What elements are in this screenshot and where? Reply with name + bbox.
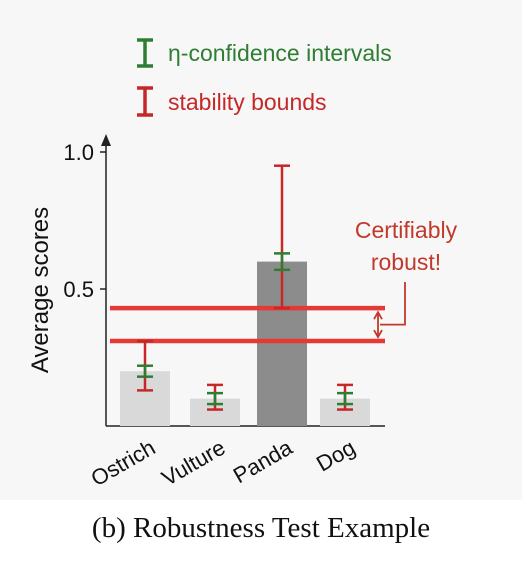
legend-label-confidence: η-confidence intervals <box>168 40 392 66</box>
confidence-interval-vulture <box>207 391 223 406</box>
annotation-arrowhead-bottom <box>373 329 383 339</box>
annotation-line-2: robust! <box>371 249 441 275</box>
threshold-lines <box>110 305 385 344</box>
y-tick-label: 1.0 <box>63 140 94 165</box>
chart-figure: η-confidence intervals stability bounds … <box>27 38 458 492</box>
bars <box>120 261 370 426</box>
robustness-chart: η-confidence intervals stability bounds … <box>27 38 458 492</box>
annotation-arrowhead-top <box>373 310 383 320</box>
y-tick-label: 0.5 <box>63 277 94 302</box>
annotation-certifiably-robust: Certifiably robust! <box>355 217 458 339</box>
legend-symbol-confidence <box>137 38 153 68</box>
legend-label-stability: stability bounds <box>168 89 327 115</box>
y-axis-arrow <box>101 134 111 146</box>
y-tick-labels: 0.5 1.0 <box>63 140 106 302</box>
annotation-connector <box>380 282 406 326</box>
annotation-line-1: Certifiably <box>355 217 458 243</box>
y-axis-label: Average scores <box>27 207 54 373</box>
confidence-interval-panda <box>274 252 290 272</box>
stability-bound-panda <box>274 164 290 310</box>
legend-symbol-stability <box>137 86 153 117</box>
figure-caption: (b) Robustness Test Example <box>91 512 431 544</box>
confidence-interval-ostrich <box>137 364 153 378</box>
error-bars <box>137 164 353 411</box>
confidence-interval-dog <box>337 391 353 406</box>
legend: η-confidence intervals stability bounds <box>137 38 392 117</box>
